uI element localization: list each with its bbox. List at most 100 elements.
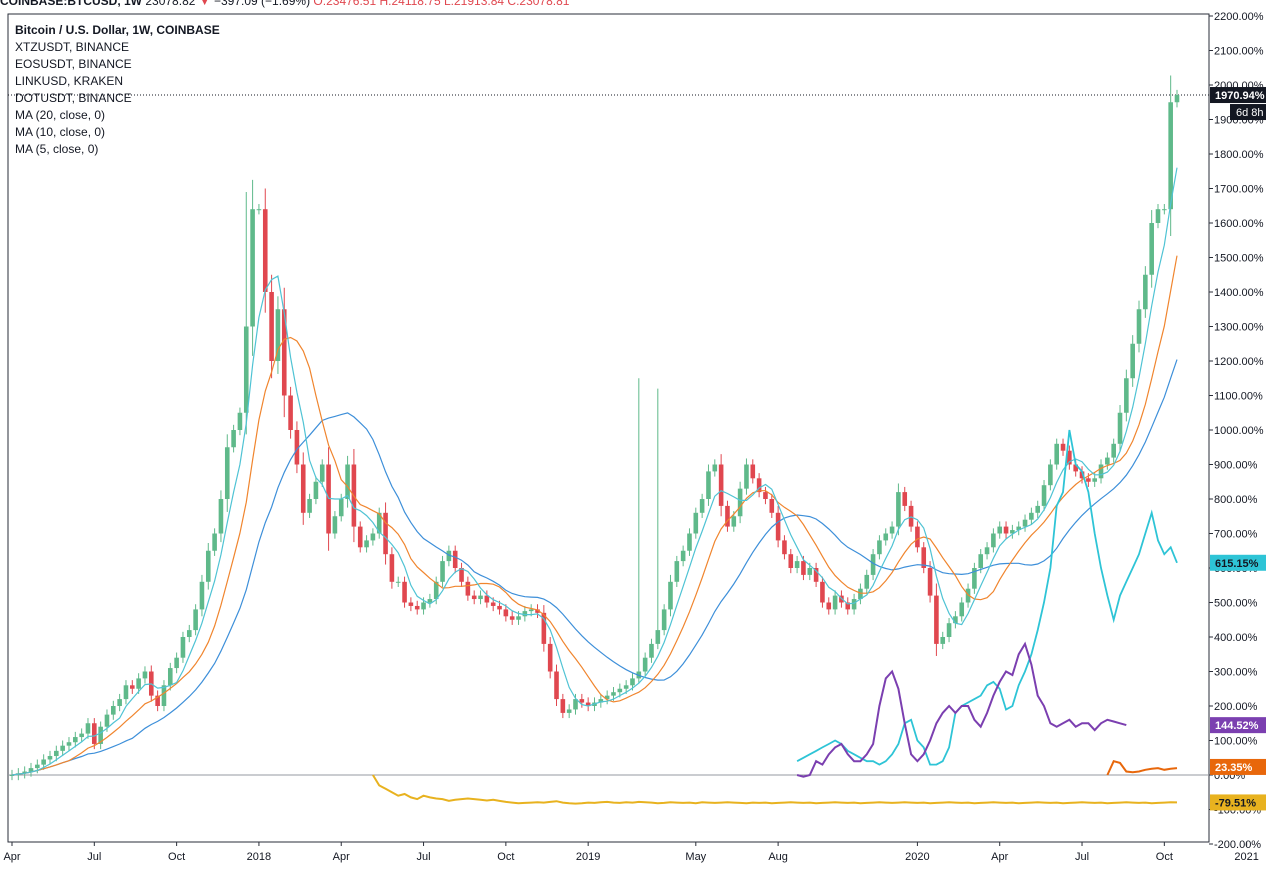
candle (66, 742, 72, 746)
candle (319, 464, 325, 482)
candle (516, 616, 521, 620)
eos-series-line (796, 641, 1127, 778)
candle (1079, 471, 1085, 479)
legend-item-ma10[interactable]: MA (10, close, 0) (15, 125, 106, 139)
candle (611, 692, 616, 696)
legend-item-xtz[interactable]: XTZUSDT, BINANCE (15, 40, 130, 54)
candle (522, 611, 528, 617)
candle (541, 612, 547, 644)
candle (661, 609, 667, 631)
candle (832, 595, 838, 610)
candle (718, 464, 724, 506)
candle (237, 412, 243, 430)
candle (41, 759, 46, 765)
candle (313, 481, 319, 499)
candle (706, 471, 711, 499)
candle (813, 568, 819, 582)
candle (788, 554, 794, 568)
legend-main-symbol[interactable]: Bitcoin / U.S. Dollar, 1W, COINBASE (15, 23, 220, 37)
candle (940, 637, 946, 644)
legend-item-link[interactable]: LINKUSD, KRAKEN (15, 74, 124, 88)
candle (908, 505, 914, 527)
candle (1117, 412, 1123, 444)
candle (85, 723, 91, 734)
candle (946, 623, 952, 637)
candle (782, 540, 787, 555)
ma5-line (11, 167, 1178, 776)
y-tick-label: 200.00% (1214, 701, 1258, 713)
candle (807, 568, 813, 575)
candle (414, 605, 420, 610)
candle (294, 430, 300, 465)
x-tick-label: Apr (3, 851, 20, 863)
candle (155, 695, 160, 706)
candle (9, 775, 15, 776)
y-tick-label: 1000.00% (1214, 425, 1264, 437)
candle (991, 533, 996, 548)
candle (389, 554, 395, 582)
legend-item-ma20[interactable]: MA (20, close, 0) (15, 108, 106, 122)
candle (275, 309, 281, 361)
candle (794, 561, 800, 568)
candle (47, 756, 53, 760)
legend-item-ma5[interactable]: MA (5, close, 0) (15, 142, 99, 156)
candle (826, 602, 832, 610)
candle (845, 602, 851, 610)
dot-value-tag: -79.51% (1215, 797, 1256, 809)
x-tick-label: May (685, 851, 706, 863)
chart-legend: Bitcoin / U.S. Dollar, 1W, COINBASE XTZU… (15, 22, 220, 158)
candle (972, 568, 977, 589)
candle (744, 464, 749, 489)
legend-item-eos[interactable]: EOSUSDT, BINANCE (15, 57, 132, 71)
candle (509, 616, 515, 620)
candle (1124, 378, 1129, 413)
candle (421, 602, 426, 610)
candle (560, 699, 566, 713)
x-tick-label: Oct (497, 851, 514, 863)
candle (459, 568, 464, 582)
candle (630, 678, 635, 686)
candle (1035, 505, 1041, 513)
candle (870, 554, 876, 575)
y-tick-label: 1200.00% (1214, 356, 1264, 368)
candle (383, 512, 388, 555)
candle (1149, 223, 1154, 275)
candle (1054, 443, 1060, 465)
candle (452, 550, 458, 568)
candle (927, 568, 933, 596)
x-tick-label: 2020 (905, 851, 929, 863)
candle (205, 550, 211, 582)
candle (1111, 443, 1116, 458)
y-tick-label: 800.00% (1214, 494, 1258, 506)
x-tick-label: 2019 (576, 851, 600, 863)
candle (256, 209, 262, 211)
link-value-tag: 23.35% (1215, 762, 1253, 774)
candle (1016, 526, 1022, 531)
legend-item-dot[interactable]: DOTUSDT, BINANCE (15, 91, 132, 105)
y-tick-label: 1400.00% (1214, 287, 1264, 299)
candle (357, 526, 363, 548)
candle (864, 574, 870, 589)
candle (674, 561, 680, 582)
link-value-tag-bg (1210, 758, 1266, 775)
candle (300, 464, 306, 513)
x-tick-label: Oct (1156, 851, 1173, 863)
candle (655, 630, 661, 644)
candle (1086, 478, 1091, 482)
candle (307, 499, 312, 513)
x-tick-label: Apr (333, 851, 350, 863)
candle (117, 699, 122, 706)
candle (446, 550, 452, 562)
candle (269, 292, 274, 361)
candle (180, 637, 186, 658)
x-tick-label: 2021 (1234, 851, 1258, 863)
header-open: O:23476.51 (313, 0, 377, 8)
candle (1029, 512, 1034, 520)
x-tick-label: Jul (87, 851, 101, 863)
candle (364, 540, 369, 548)
xtz-value-tag-bg (1210, 554, 1266, 571)
plot-border (7, 13, 1210, 843)
candle (763, 492, 768, 499)
